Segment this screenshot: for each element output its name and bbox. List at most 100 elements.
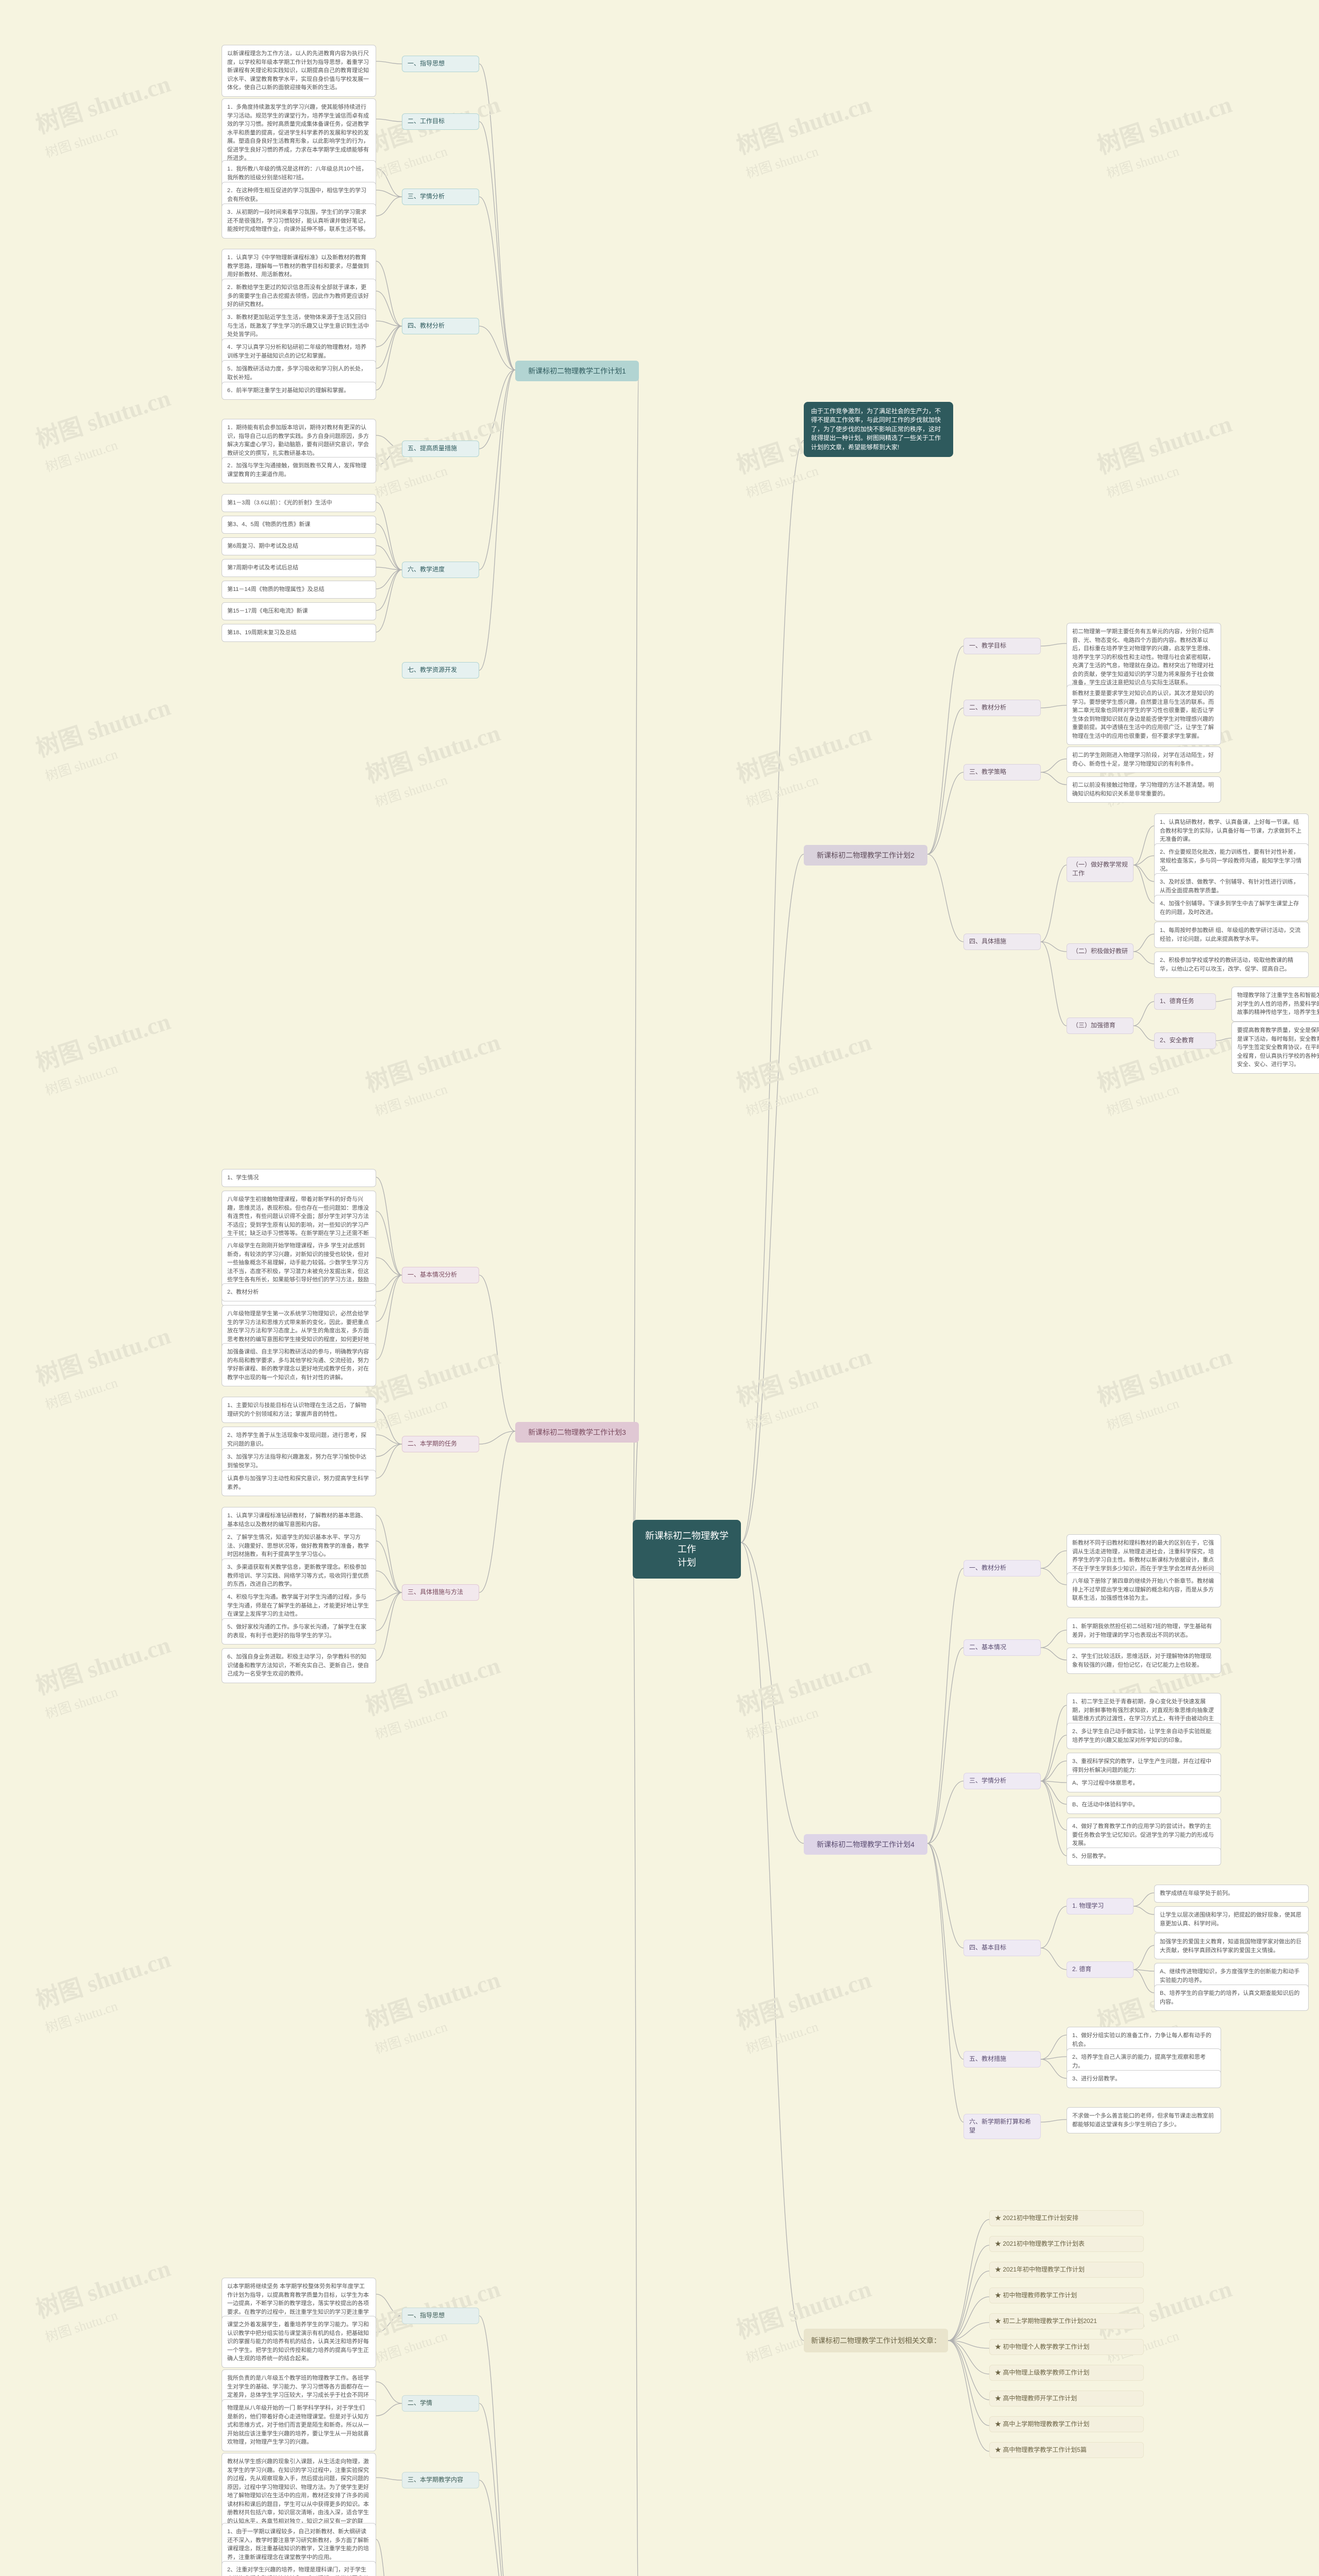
- leaf-node: 6．前半学期注重学生对基础知识的理解和掌握。: [222, 382, 376, 400]
- watermark: 树图 shutu.cn树图 shutu.cn: [31, 1003, 181, 1099]
- watermark: 树图 shutu.cn树图 shutu.cn: [1092, 1337, 1242, 1434]
- leaf-node: 5、分层教学。: [1067, 1848, 1221, 1866]
- leaf-node: 初二以前没有接触过物理，学习物理的方法不甚清楚。明确知识结构和知识关系是非常重要…: [1067, 776, 1221, 803]
- mindmap-stage: 树图 shutu.cn树图 shutu.cn 树图 shutu.cn树图 shut…: [0, 0, 1319, 2576]
- subsection-node: 七、教学资源开发: [402, 662, 479, 679]
- watermark: 树图 shutu.cn树图 shutu.cn: [31, 379, 181, 476]
- leaf-node: 以新课程理念为工作方法，以人的先进教育内容为执行尺度，以学校和年级本学期工作计划…: [222, 45, 376, 97]
- leaf-node: 2、注重对学生兴趣的培养，物理是理科课门，对于学生来说许多概念和规律比较抽象，难…: [222, 2561, 376, 2576]
- leaf-node: 让学生以层次递围绕和学习，把提起的做好现象，使其愿意更加认真、科学时间。: [1154, 1906, 1309, 1933]
- watermark: 树图 shutu.cn树图 shutu.cn: [361, 86, 511, 182]
- watermark: 树图 shutu.cn树图 shutu.cn: [361, 1337, 511, 1434]
- watermark: 树图 shutu.cn树图 shutu.cn: [732, 1023, 882, 1120]
- leaf-node: 1、由于一学期以课程较多，自己对新教材、新大纲研读还不深入，教学时要注意学习研究…: [222, 2523, 376, 2566]
- related-link-pill[interactable]: ★ 初中物理教师教学工作计划: [989, 2287, 1144, 2303]
- subsection-node: 三、本学期教学内容: [402, 2472, 479, 2488]
- subsection-node: 一、指导思想: [402, 2308, 479, 2324]
- leaf-node: 初二物理第一学期主要任务有五单元的内容，分别介绍声音、光、物态变化、电路四个方面…: [1067, 623, 1221, 692]
- subsection-node: 五、提高质量措施: [402, 440, 479, 457]
- leaf-node: 第3、4、5周《物质的性质》新课: [222, 516, 376, 534]
- watermark: 树图 shutu.cn树图 shutu.cn: [732, 1961, 882, 2057]
- related-link-pill[interactable]: ★ 初二上学期物理教学工作计划2021: [989, 2313, 1144, 2329]
- related-link-pill[interactable]: ★ 2021年初中物理教学工作计划: [989, 2262, 1144, 2278]
- subsection-node: 三、学情分析: [402, 189, 479, 205]
- watermark: 树图 shutu.cn树图 shutu.cn: [732, 1337, 882, 1434]
- related-link-pill[interactable]: ★ 2021初中物理教学工作计划表: [989, 2236, 1144, 2252]
- watermark: 树图 shutu.cn树图 shutu.cn: [361, 714, 511, 810]
- leaf-node: 1、学生情况: [222, 1169, 376, 1187]
- leaf-node: 4、加强个别辅导。下课多到学生中去了解学生课堂上存在的问题，及时改进。: [1154, 895, 1309, 921]
- leaf-node: 1、主要知识与技能目标在认识物理在生活之后，了解物理研究的个别领域和方法；掌握声…: [222, 1397, 376, 1423]
- subsection-node: 二、工作目标: [402, 113, 479, 130]
- leaf-node: 第15－17周《电压和电流》新课: [222, 602, 376, 620]
- subsection-node: 一、指导思想: [402, 56, 479, 72]
- related-link-pill[interactable]: ★ 2021初中物理工作计划安排: [989, 2210, 1144, 2226]
- watermark: 树图 shutu.cn树图 shutu.cn: [361, 1023, 511, 1120]
- leaf-node: 八年级下册除了第四章的继续外开始八个新章节。教材编排上不过早提出学生难以理解的概…: [1067, 1572, 1221, 1607]
- related-link-pill[interactable]: ★ 高中物理教学教学工作计划5篇: [989, 2442, 1144, 2458]
- subsubsection-node: （二）积极做好教研: [1067, 943, 1134, 960]
- leaf-node: 1、新学期我依然担任初二5班和7班的物理，学生基础有差异，对于物理课的学习也表现…: [1067, 1618, 1221, 1644]
- related-link-pill[interactable]: ★ 高中物理上级教学教师工作计划: [989, 2365, 1144, 2381]
- leaf-node: B、培养学生的自学能力的培养，认真文期查能知识后的内容。: [1154, 1985, 1309, 2011]
- watermark: 树图 shutu.cn树图 shutu.cn: [31, 2564, 181, 2576]
- leaf-node: 3、进行分层教学。: [1067, 2070, 1221, 2088]
- watermark: 树图 shutu.cn树图 shutu.cn: [31, 688, 181, 785]
- leaf-node: 第6周复习、期中考试及总结: [222, 537, 376, 555]
- subsubsubsection-node: 1、德育任务: [1154, 993, 1216, 1010]
- related-link-pill[interactable]: ★ 高中上学期物理教教学工作计划: [989, 2416, 1144, 2432]
- watermark: 树图 shutu.cn树图 shutu.cn: [1092, 405, 1242, 501]
- subsection-node: 三、具体措施与方法: [402, 1584, 479, 1601]
- subsection-node: 二、本学期的任务: [402, 1436, 479, 1452]
- watermark: 树图 shutu.cn树图 shutu.cn: [1092, 86, 1242, 182]
- subsection-node: 二、基本情况: [963, 1639, 1041, 1656]
- leaf-node: 3．从初期的一段时间来看学习氛围，学生们的学习需求还不是很强烈，学习习惯较好，能…: [222, 204, 376, 239]
- subsection-node: 二、教材分析: [963, 700, 1041, 716]
- subsection-node: 三、学情分析: [963, 1773, 1041, 1789]
- subsection-node: 一、教学目标: [963, 638, 1041, 654]
- watermark: 树图 shutu.cn树图 shutu.cn: [31, 2249, 181, 2346]
- leaf-node: 1、每周按时参加教研 组、年级组的教学研讨活动，交流经验，讨论问题，以此来提高教…: [1154, 922, 1309, 948]
- section-node: 新课标初二物理教学工作计划3: [515, 1422, 639, 1443]
- leaf-node: 5、做好家校沟通的工作。多与家长沟通，了解学生在家的表现，有利于也更好的指导学生…: [222, 1618, 376, 1645]
- leaf-node: 物理是从八年级开始的一门 新学科学学科，对于学生们是新的，他们带着好奇心走进物理…: [222, 2399, 376, 2451]
- root-node: 新课标初二物理教学工作计划: [633, 1520, 741, 1579]
- subsubsection-node: （一）做好教学常规工作: [1067, 857, 1134, 882]
- section-node: 新课标初二物理教学工作计划1: [515, 361, 639, 381]
- subsection-node: 四、教材分析: [402, 318, 479, 334]
- related-link-pill[interactable]: ★ 初中物理个人教学教学工作计划: [989, 2339, 1144, 2355]
- leaf-node: 第7周期中考试及考试后总结: [222, 559, 376, 577]
- subsubsection-node: （三）加强德育: [1067, 1018, 1134, 1034]
- leaf-node: 1．期待能有机会参加版本培训，期待对教材有更深的认识，指导自己以后的教学实践。多…: [222, 419, 376, 462]
- leaf-node: 2、教材分析: [222, 1283, 376, 1301]
- section-node: 新课标初二物理教学工作计划4: [804, 1834, 927, 1855]
- related-link-pill[interactable]: ★ 高中物理教师开学工作计划: [989, 2391, 1144, 2406]
- leaf-node: 物理教学除了注重学生各和智能发展上的培养外，充满了对学生的人性的培养，热爱科学的…: [1231, 987, 1319, 1022]
- subsection-node: 六、教学进度: [402, 562, 479, 578]
- leaf-node: 第1－3周（3.6以前）：《光的折射》生活中: [222, 494, 376, 512]
- link-layer: [0, 0, 1319, 2576]
- subsubsection-node: 1. 物理学习: [1067, 1898, 1134, 1914]
- watermark: 树图 shutu.cn树图 shutu.cn: [732, 714, 882, 810]
- watermark: 树图 shutu.cn树图 shutu.cn: [31, 1317, 181, 1413]
- leaf-node: 2、多让学生自己动手做实验，让学生亲自动手实验既能培养学生的兴趣又能加深对所学知…: [1067, 1723, 1221, 1749]
- leaf-node: 第11－14周《物质的物理属性》及总结: [222, 581, 376, 599]
- leaf-node: 1．多角度持续激发学生的学习兴趣，使其能够持续进行学习活动。规范学生的课堂行为，…: [222, 98, 376, 167]
- leaf-node: 教学成绩在年级学处于前列。: [1154, 1885, 1309, 1903]
- subsection-node: 三、教学策略: [963, 764, 1041, 781]
- subsubsubsection-node: 2、安全教育: [1154, 1032, 1216, 1049]
- subsubsection-node: 2. 德育: [1067, 1961, 1134, 1978]
- leaf-node: 认真参与加强学习主动性和探究意识，努力提高学生科学素养。: [222, 1470, 376, 1496]
- subsection-node: 四、基本目标: [963, 1940, 1041, 1956]
- leaf-node: 要提高教育教学质量，安全是保障。无论是班主课堂、还是课下活动，每时每刻，安全教育…: [1231, 1022, 1319, 1074]
- subsection-node: 二、学情: [402, 2395, 479, 2412]
- subsection-node: 一、教材分析: [963, 1560, 1041, 1577]
- leaf-node: B、在活动中体验科学中。: [1067, 1796, 1221, 1814]
- watermark: 树图 shutu.cn树图 shutu.cn: [361, 1647, 511, 1743]
- subsection-node: 四、具体措施: [963, 934, 1041, 950]
- section-node: 新课标初二物理教学工作计划相关文章：: [804, 2329, 948, 2352]
- leaf-node: 新教材主要是要求学生对知识点的认识，其次才是知识的学习。要想使学生感兴趣，自然要…: [1067, 685, 1221, 745]
- leaf-node: 2．加强与学生沟通接触，做到既教书又育人，发挥物理课堂教育的主渠道作用。: [222, 457, 376, 483]
- watermark: 树图 shutu.cn树图 shutu.cn: [732, 1647, 882, 1743]
- leaf-node: 6、加强自身业务进取。积极主动学习，杂学教科书的知识储备和教学方法知识，不断充实…: [222, 1648, 376, 1683]
